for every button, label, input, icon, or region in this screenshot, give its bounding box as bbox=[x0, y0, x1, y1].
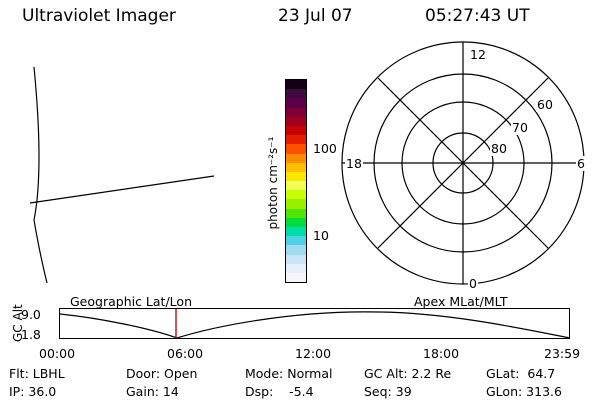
polar-plot bbox=[341, 41, 585, 285]
colorbar-segment bbox=[286, 190, 306, 200]
timeline-xtick-0000: 00:00 bbox=[39, 346, 76, 361]
colorbar-segment bbox=[286, 254, 306, 264]
status-glat: GLat: 64.7 bbox=[486, 366, 556, 381]
colorbar-segment bbox=[286, 144, 306, 154]
map-grid-line bbox=[29, 175, 215, 204]
status-dsp: Dsp: -5.4 bbox=[245, 384, 314, 399]
colorbar-segment bbox=[286, 107, 306, 117]
timeline-xtick-1200: 12:00 bbox=[295, 346, 332, 361]
timeline-frame bbox=[59, 308, 570, 339]
colorbar-segment bbox=[286, 89, 306, 99]
geographic-map bbox=[29, 66, 215, 284]
colorbar-tick-10: 10 bbox=[313, 228, 329, 243]
colorbar-segment bbox=[286, 263, 306, 273]
timeline-left-caption: Geographic Lat/Lon bbox=[70, 294, 192, 309]
lat-label-80: 80 bbox=[490, 141, 508, 156]
altitude-curve bbox=[59, 311, 571, 339]
timeline-xtick-2359: 23:59 bbox=[544, 346, 581, 361]
app-title: Ultraviolet Imager bbox=[22, 6, 176, 26]
status-ip: IP: 36.0 bbox=[9, 384, 57, 399]
colorbar-segment bbox=[286, 135, 306, 145]
colorbar-segment bbox=[286, 162, 306, 172]
date-label: 23 Jul 07 bbox=[278, 6, 353, 26]
status-flt: Flt: LBHL bbox=[9, 366, 65, 381]
status-door: Door: Open bbox=[126, 366, 198, 381]
status-mode: Mode: Normal bbox=[245, 366, 333, 381]
colorbar-segment bbox=[286, 116, 306, 126]
colorbar-segment bbox=[286, 98, 306, 108]
timeline-xtick-0600: 06:00 bbox=[167, 346, 204, 361]
colorbar-segment bbox=[286, 80, 306, 90]
timeline-xtick-1800: 18:00 bbox=[423, 346, 460, 361]
mlt-label-6: 6 bbox=[576, 156, 586, 171]
mlt-label-12: 12 bbox=[469, 47, 487, 62]
colorbar-segment bbox=[286, 199, 306, 209]
map-limb-arc bbox=[33, 66, 48, 284]
colorbar-segment bbox=[286, 236, 306, 246]
colorbar-segment bbox=[286, 153, 306, 163]
mlt-label-0: 0 bbox=[468, 276, 478, 291]
colorbar-segment bbox=[286, 125, 306, 136]
colorbar-segment bbox=[286, 217, 306, 227]
altitude-timeline bbox=[59, 308, 571, 339]
colorbar-segment bbox=[286, 171, 306, 182]
timeline-ytick-low: 1.8 bbox=[21, 327, 41, 342]
timeline-ytick-high: 9.0 bbox=[21, 307, 41, 322]
colorbar-segment bbox=[286, 272, 306, 283]
lat-label-70: 70 bbox=[511, 120, 529, 135]
colorbar-segment bbox=[286, 181, 306, 191]
polar-diag-2 bbox=[377, 77, 549, 249]
lat-label-60: 60 bbox=[536, 97, 554, 112]
status-glon: GLon: 313.6 bbox=[486, 384, 562, 399]
colorbar bbox=[285, 79, 307, 283]
time-label: 05:27:43 UT bbox=[425, 6, 530, 26]
status-seq: Seq: 39 bbox=[364, 384, 412, 399]
colorbar-segment bbox=[286, 227, 306, 237]
colorbar-segment bbox=[286, 208, 306, 218]
timeline-right-caption: Apex MLat/MLT bbox=[414, 294, 508, 309]
colorbar-tick-100: 100 bbox=[313, 141, 337, 156]
colorbar-segment bbox=[286, 245, 306, 255]
status-gain: Gain: 14 bbox=[126, 384, 179, 399]
mlt-label-18: 18 bbox=[345, 156, 363, 171]
status-gc-alt: GC Alt: 2.2 Re bbox=[364, 366, 452, 381]
colorbar-unit-label: photon cm⁻²s⁻¹ bbox=[266, 136, 280, 230]
